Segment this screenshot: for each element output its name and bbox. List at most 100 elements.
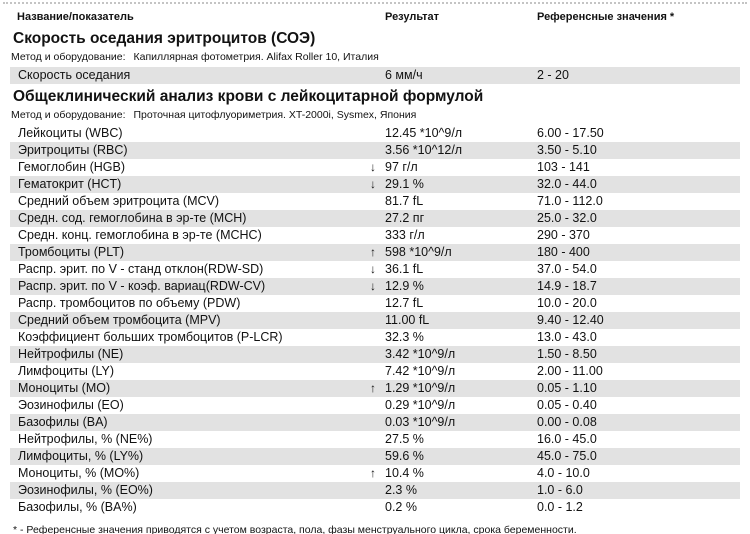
- reference-range: 6.00 - 17.50: [537, 126, 604, 140]
- result-value: 7.42 *10^9/л: [385, 364, 456, 378]
- analyte-name: Средн. конц. гемоглобина в эр-те (MCHC): [18, 228, 262, 242]
- result-row: Средн. конц. гемоглобина в эр-те (MCHC) 3…: [10, 227, 740, 244]
- analyte-name: Эозинофилы (EO): [18, 398, 124, 412]
- result-value: 29.1 %: [385, 177, 424, 191]
- result-value: 32.3 %: [385, 330, 424, 344]
- analyte-name: Гематокрит (HCT): [18, 177, 122, 191]
- analyte-name: Средний объем эритроцита (MCV): [18, 194, 220, 208]
- result-value: 3.42 *10^9/л: [385, 347, 456, 361]
- reference-range: 103 - 141: [537, 160, 590, 174]
- analyte-name: Лимфоциты (LY): [18, 364, 115, 378]
- arrow-up-icon: ↑: [370, 381, 376, 395]
- result-value: 81.7 fL: [385, 194, 424, 208]
- result-row: Лимфоциты (LY) 7.42 *10^9/л 2.00 - 11.00: [10, 363, 740, 380]
- result-row: Лимфоциты, % (LY%) 59.6 % 45.0 - 75.0: [10, 448, 740, 465]
- method-line: Метод и оборудование: Капиллярная фотомет…: [11, 51, 740, 64]
- result-value: 10.4 %: [385, 466, 424, 480]
- result-row: Средн. сод. гемоглобина в эр-те (MCH) 27.…: [10, 210, 740, 227]
- result-row: Моноциты (MO) ↑ 1.29 *10^9/л 0.05 - 1.10: [10, 380, 740, 397]
- arrow-down-icon: ↓: [370, 262, 376, 276]
- analyte-name: Тромбоциты (PLT): [18, 245, 125, 259]
- report-section: Скорость оседания эритроцитов (СОЭ) Метод…: [10, 30, 740, 84]
- reference-range: 25.0 - 32.0: [537, 211, 597, 225]
- reference-range: 0.00 - 0.08: [537, 415, 597, 429]
- result-value: 6 мм/ч: [385, 68, 423, 82]
- analyte-name: Распр. эрит. по V - станд отклон(RDW-SD): [18, 262, 264, 276]
- result-row: Нейтрофилы, % (NE%) 27.5 % 16.0 - 45.0: [10, 431, 740, 448]
- reference-range: 2 - 20: [537, 68, 569, 82]
- method-label: Метод и оборудование:: [11, 51, 126, 63]
- analyte-name: Нейтрофилы, % (NE%): [18, 432, 153, 446]
- arrow-down-icon: ↓: [370, 177, 376, 191]
- table-header-row: Название/показатель Результат Референсны…: [10, 10, 740, 26]
- result-value: 598 *10^9/л: [385, 245, 452, 259]
- result-row: Эозинофилы, % (EO%) 2.3 % 1.0 - 6.0: [10, 482, 740, 499]
- result-row: Лейкоциты (WBC) 12.45 *10^9/л 6.00 - 17.50: [10, 125, 740, 142]
- result-row: Моноциты, % (MO%) ↑ 10.4 % 4.0 - 10.0: [10, 465, 740, 482]
- analyte-name: Базофилы (BA): [18, 415, 108, 429]
- reference-range: 9.40 - 12.40: [537, 313, 604, 327]
- analyte-name: Средн. сод. гемоглобина в эр-те (MCH): [18, 211, 247, 225]
- reference-range: 10.0 - 20.0: [537, 296, 597, 310]
- analyte-name: Эозинофилы, % (EO%): [18, 483, 153, 497]
- reference-range: 13.0 - 43.0: [537, 330, 597, 344]
- analyte-name: Моноциты, % (MO%): [18, 466, 140, 480]
- result-value: 12.45 *10^9/л: [385, 126, 463, 140]
- reference-range: 3.50 - 5.10: [537, 143, 597, 157]
- result-row: Распр. эрит. по V - коэф. вариац(RDW-CV)…: [10, 278, 740, 295]
- method-text: Проточная цитофлуориметрия. XT-2000i, Sy…: [133, 109, 417, 121]
- section-title: Скорость оседания эритроцитов (СОЭ): [13, 30, 316, 47]
- result-row: Средний объем эритроцита (MCV) 81.7 fL 71.…: [10, 193, 740, 210]
- result-row: Распр. тромбоцитов по объему (PDW) 12.7 f…: [10, 295, 740, 312]
- result-value: 27.5 %: [385, 432, 424, 446]
- analyte-name: Лейкоциты (WBC): [18, 126, 123, 140]
- method-label: Метод и оборудование:: [11, 109, 126, 121]
- result-row: Эозинофилы (EO) 0.29 *10^9/л 0.05 - 0.40: [10, 397, 740, 414]
- report-section: Общеклинический анализ крови с лейкоцита…: [10, 88, 740, 516]
- arrow-up-icon: ↑: [370, 466, 376, 480]
- analyte-name: Моноциты (MO): [18, 381, 111, 395]
- result-row: Средний объем тромбоцита (MPV) 11.00 fL 9.…: [10, 312, 740, 329]
- result-row: Тромбоциты (PLT) ↑ 598 *10^9/л 180 - 400: [10, 244, 740, 261]
- result-row: Гемоглобин (HGB) ↓ 97 г/л 103 - 141: [10, 159, 740, 176]
- reference-range: 4.0 - 10.0: [537, 466, 590, 480]
- result-row: Скорость оседания 6 мм/ч 2 - 20: [10, 67, 740, 84]
- column-header-reference: Референсные значения *: [537, 11, 675, 23]
- result-value: 333 г/л: [385, 228, 425, 242]
- reference-range: 45.0 - 75.0: [537, 449, 597, 463]
- reference-footnote: * - Референсные значения приводятся с уч…: [13, 524, 577, 534]
- analyte-name: Распр. тромбоцитов по объему (PDW): [18, 296, 241, 310]
- result-value: 0.2 %: [385, 500, 417, 514]
- reference-range: 180 - 400: [537, 245, 590, 259]
- reference-range: 16.0 - 45.0: [537, 432, 597, 446]
- reference-range: 0.05 - 1.10: [537, 381, 597, 395]
- result-value: 36.1 fL: [385, 262, 424, 276]
- result-value: 11.00 fL: [385, 313, 430, 327]
- analyte-name: Гемоглобин (HGB): [18, 160, 126, 174]
- method-line: Метод и оборудование: Проточная цитофлуор…: [11, 109, 740, 122]
- reference-range: 1.50 - 8.50: [537, 347, 597, 361]
- analyte-name: Коэффициент больших тромбоцитов (P-LCR): [18, 330, 283, 344]
- arrow-down-icon: ↓: [370, 279, 376, 293]
- result-row: Нейтрофилы (NE) 3.42 *10^9/л 1.50 - 8.50: [10, 346, 740, 363]
- result-value: 12.9 %: [385, 279, 424, 293]
- reference-range: 0.05 - 0.40: [537, 398, 597, 412]
- result-value: 1.29 *10^9/л: [385, 381, 456, 395]
- result-value: 0.03 *10^9/л: [385, 415, 456, 429]
- analyte-name: Средний объем тромбоцита (MPV): [18, 313, 221, 327]
- result-value: 0.29 *10^9/л: [385, 398, 456, 412]
- reference-range: 1.0 - 6.0: [537, 483, 583, 497]
- result-value: 59.6 %: [385, 449, 424, 463]
- result-row: Базофилы, % (BA%) 0.2 % 0.0 - 1.2: [10, 499, 740, 516]
- analyte-name: Распр. эрит. по V - коэф. вариац(RDW-CV): [18, 279, 266, 293]
- column-header-result: Результат: [385, 11, 440, 23]
- result-row: Распр. эрит. по V - станд отклон(RDW-SD)…: [10, 261, 740, 278]
- reference-range: 37.0 - 54.0: [537, 262, 597, 276]
- page-top-dotted-divider: [3, 2, 747, 4]
- analyte-name: Скорость оседания: [18, 68, 131, 82]
- reference-range: 2.00 - 11.00: [537, 364, 603, 378]
- reference-range: 14.9 - 18.7: [537, 279, 597, 293]
- result-row: Эритроциты (RBC) 3.56 *10^12/л 3.50 - 5.10: [10, 142, 740, 159]
- reference-range: 71.0 - 112.0: [537, 194, 603, 208]
